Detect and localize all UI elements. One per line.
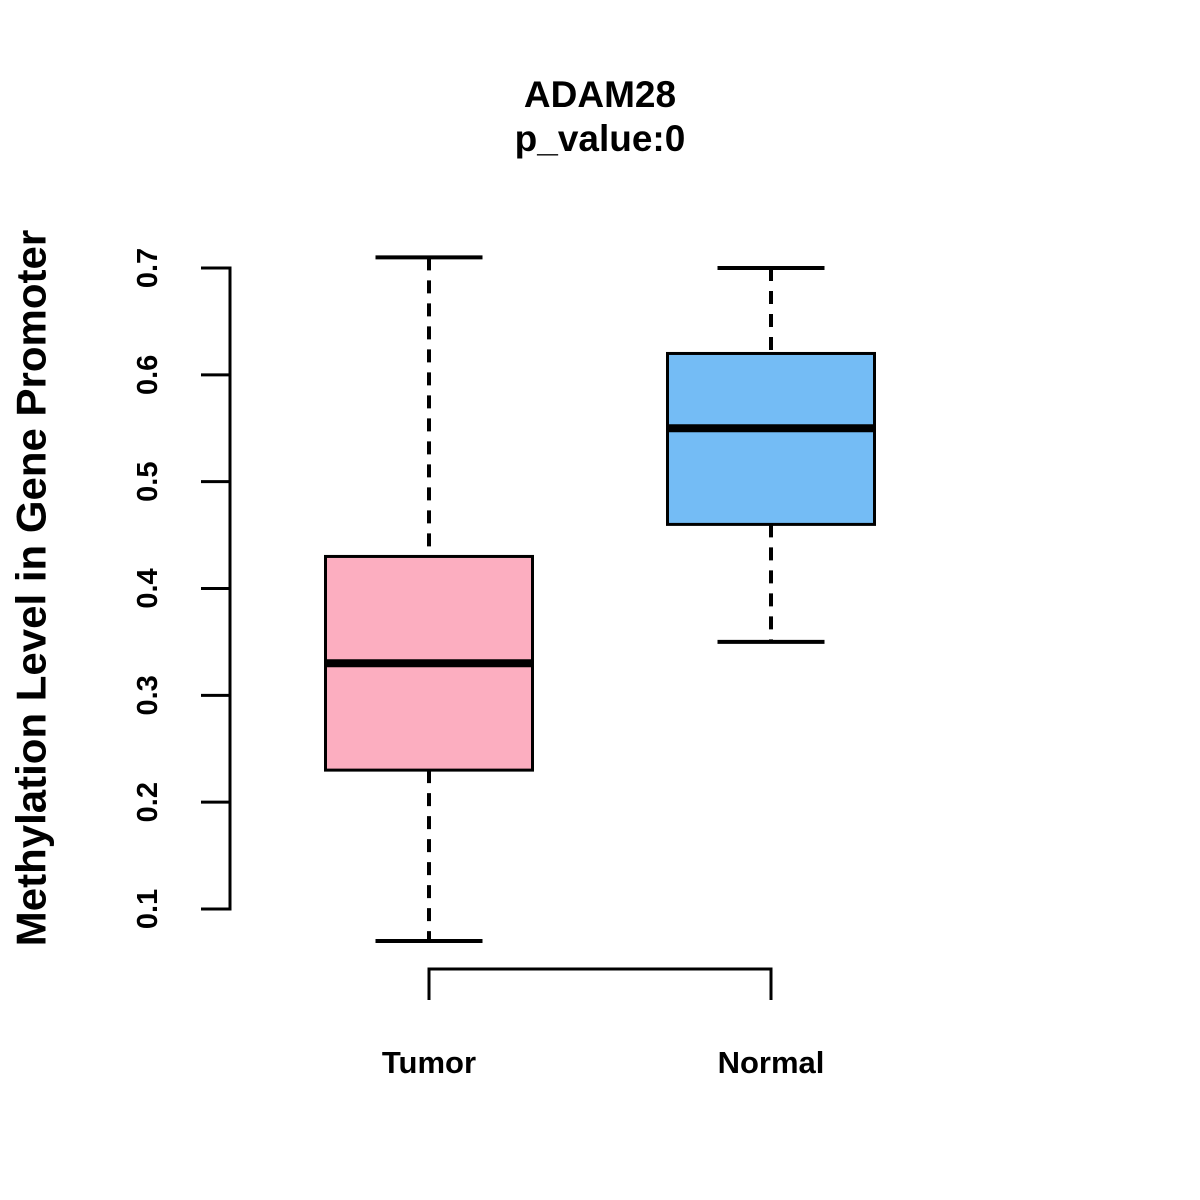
y-axis-label: Methylation Level in Gene Promoter (8, 230, 55, 946)
x-category-label-normal: Normal (718, 1045, 825, 1080)
y-tick-label: 0.7 (132, 248, 164, 288)
x-axis-bracket-line (427, 967, 773, 1000)
y-tick-label: 0.6 (132, 355, 164, 395)
x-axis-bracket (427, 967, 773, 1000)
chart-subtitle: p_value:0 (515, 118, 686, 159)
y-tick-label: 0.5 (132, 462, 164, 502)
chart-title: ADAM28 (524, 74, 676, 115)
x-category-label-tumor: Tumor (382, 1045, 476, 1080)
y-tick-label: 0.4 (132, 568, 164, 608)
y-tick-label: 0.1 (132, 889, 164, 929)
y-axis: 0.1 0.2 0.3 0.4 0.5 0.6 0.7 (132, 248, 232, 929)
y-tick-label: 0.3 (132, 675, 164, 715)
y-tick-label: 0.2 (132, 782, 164, 822)
boxes (324, 255, 876, 944)
box-normal (666, 351, 876, 526)
